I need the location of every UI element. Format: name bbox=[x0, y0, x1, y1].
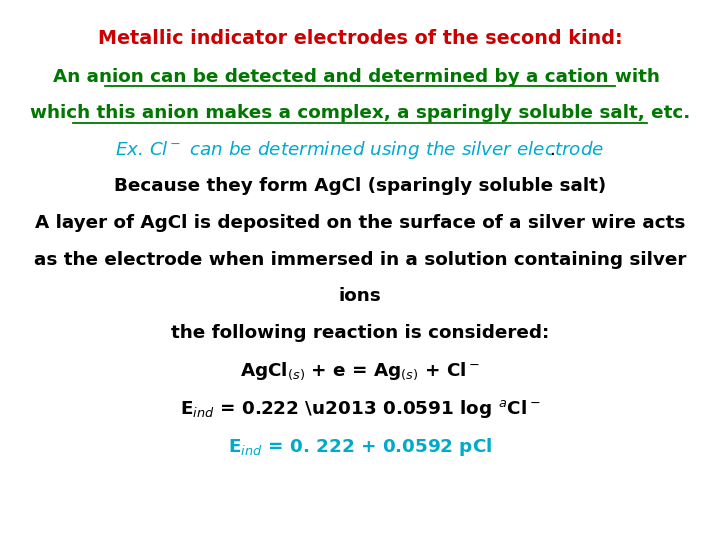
Text: the following reaction is considered:: the following reaction is considered: bbox=[171, 324, 549, 342]
Text: An anion can be detected and determined by a cation with: An anion can be detected and determined … bbox=[53, 68, 667, 86]
Text: as the electrode when immersed in a solution containing silver: as the electrode when immersed in a solu… bbox=[34, 251, 686, 269]
Text: Metallic indicator electrodes of the second kind:: Metallic indicator electrodes of the sec… bbox=[98, 29, 622, 49]
Text: Because they form AgCl (sparingly soluble salt): Because they form AgCl (sparingly solubl… bbox=[114, 177, 606, 195]
Text: E$_{ind}$ = 0.222 \u2013 0.0591 log $^a$Cl$^-$: E$_{ind}$ = 0.222 \u2013 0.0591 log $^a$… bbox=[180, 398, 540, 420]
Text: .: . bbox=[550, 141, 556, 159]
Text: Ex. Cl$^-$ can be determined using the silver electrode: Ex. Cl$^-$ can be determined using the s… bbox=[115, 139, 605, 161]
Text: AgCl$_{(s)}$ + e = Ag$_{(s)}$ + Cl$^-$: AgCl$_{(s)}$ + e = Ag$_{(s)}$ + Cl$^-$ bbox=[240, 360, 480, 382]
Text: which this anion makes a complex, a sparingly soluble salt, etc.: which this anion makes a complex, a spar… bbox=[30, 104, 690, 123]
Text: A layer of AgCl is deposited on the surface of a silver wire acts: A layer of AgCl is deposited on the surf… bbox=[35, 214, 685, 232]
Text: ions: ions bbox=[338, 287, 382, 306]
Text: E$_{ind}$ = 0. 222 + 0.0592 pCl: E$_{ind}$ = 0. 222 + 0.0592 pCl bbox=[228, 436, 492, 457]
